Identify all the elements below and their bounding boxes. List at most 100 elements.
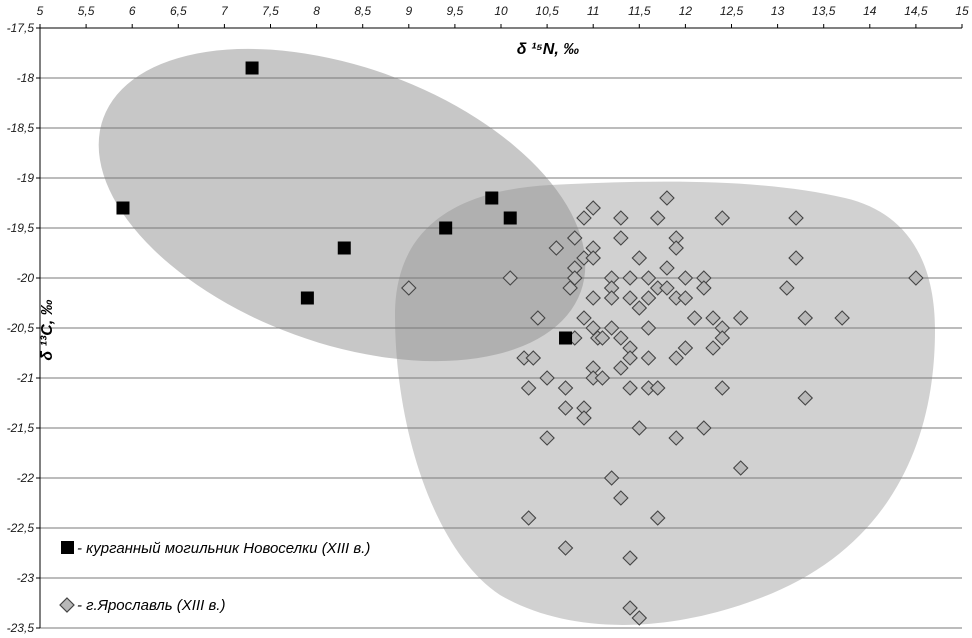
gridlines [40, 77, 962, 629]
point-yaroslavl [705, 310, 721, 326]
point-yaroslavl [576, 310, 592, 326]
x-tick-label: 14 [863, 4, 877, 18]
point-yaroslavl [557, 380, 574, 396]
point-yaroslavl [668, 350, 684, 366]
point-yaroslavl [696, 280, 712, 296]
legend-diamond-marker [59, 597, 75, 613]
point-yaroslavl [686, 310, 703, 326]
point-yaroslavl [622, 600, 638, 616]
point-yaroslavl [696, 420, 712, 436]
point-yaroslavl [594, 370, 611, 386]
y-tick-label: -23 [17, 571, 35, 585]
point-yaroslavl [585, 250, 601, 266]
point-yaroslavl [557, 540, 574, 556]
point-yaroslavl [603, 470, 620, 486]
point-yaroslavl [530, 310, 546, 326]
point-yaroslavl [613, 230, 629, 246]
point-yaroslavl [714, 210, 731, 226]
point-yaroslavl [714, 380, 731, 396]
point-yaroslavl [622, 270, 638, 286]
point-yaroslavl [585, 200, 601, 216]
x-tick-label: 10,5 [535, 4, 559, 18]
y-tick-label: -22 [17, 471, 35, 485]
point-yaroslavl [668, 240, 684, 256]
legend: - курганный могильник Новоселки (XIII в.… [59, 540, 370, 614]
data-points [116, 61, 924, 626]
point-yaroslavl [520, 380, 537, 396]
y-tick-label: -18,5 [7, 121, 35, 135]
point-yaroslavl [622, 550, 638, 566]
point-yaroslavl [548, 240, 565, 256]
point-yaroslavl [677, 270, 694, 286]
legend-label-novoselki: - курганный могильник Новоселки (XIII в.… [77, 540, 370, 557]
point-yaroslavl [631, 610, 648, 626]
x-axis-title: δ ¹⁵N, ‰ [517, 41, 579, 58]
point-yaroslavl [677, 290, 694, 306]
point-yaroslavl [401, 280, 417, 296]
point-novoselki [485, 191, 499, 205]
point-yaroslavl [779, 280, 795, 296]
point-novoselki [559, 331, 573, 345]
point-yaroslavl [622, 290, 638, 306]
x-tick-label: 9 [405, 4, 412, 18]
y-tick-label: -20 [17, 271, 35, 285]
point-yaroslavl [649, 510, 666, 526]
point-yaroslavl [631, 420, 648, 436]
point-yaroslavl [788, 210, 804, 226]
point-yaroslavl [502, 270, 518, 286]
point-yaroslavl [631, 250, 648, 266]
point-yaroslavl [908, 270, 924, 286]
x-tick-label: 15 [955, 4, 969, 18]
x-tick-label: 5,5 [78, 4, 95, 18]
point-yaroslavl [797, 310, 814, 326]
point-yaroslavl [566, 270, 583, 286]
point-yaroslavl [705, 340, 721, 356]
point-yaroslavl [668, 430, 684, 446]
legend-label-yaroslavl: - г.Ярославль (XIII в.) [77, 597, 225, 614]
point-yaroslavl [732, 310, 749, 326]
y-tick-label: -22,5 [7, 521, 35, 535]
point-novoselki [337, 241, 351, 255]
point-yaroslavl [677, 340, 694, 356]
y-tick-labels: -17,5 -18 -18,5 -19 -19,5 -20 -20,5 -21 -21,5 -22… [7, 21, 40, 635]
point-novoselki [503, 211, 517, 225]
point-yaroslavl [714, 330, 731, 346]
point-yaroslavl [797, 390, 814, 406]
point-yaroslavl [576, 410, 592, 426]
point-yaroslavl [613, 210, 629, 226]
y-tick-label: -20,5 [7, 321, 35, 335]
point-yaroslavl [613, 360, 629, 376]
point-novoselki [116, 201, 130, 215]
x-tick-label: 8 [313, 4, 320, 18]
x-tick-label: 13 [771, 4, 785, 18]
x-tick-label: 7,5 [262, 4, 279, 18]
y-axis-title: δ ¹³C, ‰ [39, 299, 56, 360]
y-tick-label: -19 [17, 171, 35, 185]
point-novoselki [439, 221, 453, 235]
y-tick-label: -23,5 [7, 621, 35, 635]
point-yaroslavl [640, 290, 657, 306]
point-yaroslavl [539, 430, 555, 446]
point-yaroslavl [640, 270, 657, 286]
x-tick-label: 12,5 [720, 4, 744, 18]
x-tick-labels: 5 5,5 6 6,5 7 7,5 8 8,5 9 9,5 10 10,5 11 11,5 12 12,5 13… [37, 4, 969, 28]
point-yaroslavl [622, 380, 638, 396]
novoselki-region [98, 48, 586, 362]
point-yaroslavl [631, 300, 648, 316]
point-yaroslavl [525, 350, 542, 366]
point-yaroslavl [557, 400, 574, 416]
point-yaroslavl [603, 320, 620, 336]
point-yaroslavl [585, 290, 601, 306]
x-tick-label: 5 [37, 4, 44, 18]
point-yaroslavl [659, 260, 675, 276]
x-tick-label: 9,5 [447, 4, 464, 18]
x-tick-label: 6 [129, 4, 136, 18]
y-tick-label: -21,5 [7, 421, 35, 435]
point-yaroslavl [613, 330, 629, 346]
y-tick-label: -19,5 [7, 221, 35, 235]
point-yaroslavl [659, 190, 675, 206]
point-yaroslavl [539, 370, 555, 386]
x-tick-label: 10 [494, 4, 508, 18]
